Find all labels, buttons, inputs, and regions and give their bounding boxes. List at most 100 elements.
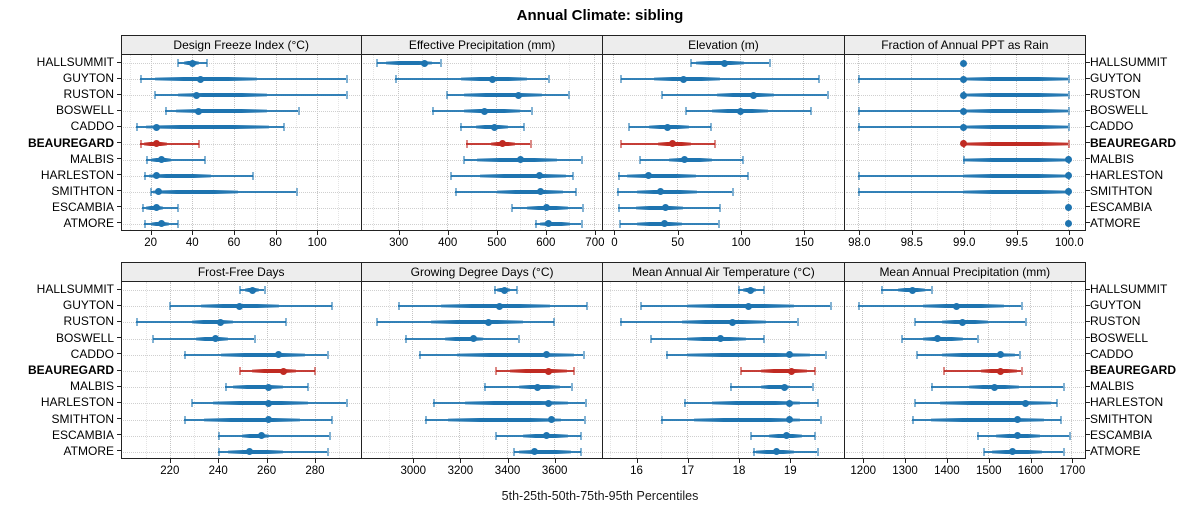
whisker-cap xyxy=(376,59,379,68)
axis-tick-label: 98.0 xyxy=(848,237,871,249)
row-tick-left xyxy=(116,206,121,208)
quartile-band xyxy=(177,93,268,98)
median-dot xyxy=(1021,399,1029,407)
whisker-cap xyxy=(1067,139,1070,148)
minor-gridline xyxy=(569,55,571,230)
station-label-right: SMITHTON xyxy=(1090,411,1153,426)
quartile-band xyxy=(963,157,1069,162)
axis-tick xyxy=(496,231,498,235)
major-gridline xyxy=(803,55,805,230)
quartile-band xyxy=(465,401,568,406)
median-dot xyxy=(543,204,551,212)
major-gridline xyxy=(233,55,235,230)
axis-tick xyxy=(905,459,907,463)
axis-tick xyxy=(507,459,509,463)
whisker-cap xyxy=(729,383,732,392)
whisker-cap xyxy=(570,383,573,392)
station-label-left: RUSTON xyxy=(63,314,114,329)
station-label-left: SMITHTON xyxy=(51,411,114,426)
row-tick-left xyxy=(116,158,121,160)
whisker-cap xyxy=(145,155,148,164)
station-label-right: ESCAMBIA xyxy=(1090,427,1153,442)
trellis-panel: Frost-Free Days 220 240 260 280 xyxy=(120,262,362,485)
whisker-cap xyxy=(660,415,663,424)
axis-tick-label: 99.0 xyxy=(953,237,976,249)
whisker-cap xyxy=(1020,302,1023,311)
axis-tick xyxy=(614,231,616,235)
row-guideline xyxy=(362,223,602,225)
minor-gridline xyxy=(577,282,579,458)
whisker-cap xyxy=(224,383,227,392)
median-dot xyxy=(544,220,552,228)
median-dot xyxy=(498,140,506,147)
median-dot xyxy=(788,367,796,375)
median-dot xyxy=(773,448,780,456)
whisker-cap xyxy=(446,91,449,100)
station-label-right: BEAUREGARD xyxy=(1090,363,1177,377)
minor-gridline xyxy=(145,282,147,458)
row-tick-right xyxy=(1086,450,1090,452)
axis-tick-label: 1200 xyxy=(850,465,876,477)
whisker-cap xyxy=(575,187,578,196)
median-dot xyxy=(959,107,967,115)
percentile-range-line xyxy=(140,142,199,145)
median-dot xyxy=(1064,156,1072,164)
row-tick-right xyxy=(1086,304,1090,306)
whisker-cap xyxy=(814,431,817,440)
whisker-cap xyxy=(326,350,329,359)
quartile-band xyxy=(191,320,233,325)
median-dot xyxy=(908,286,916,294)
whisker-cap xyxy=(731,187,734,196)
whisker-cap xyxy=(911,415,914,424)
median-dot xyxy=(197,75,205,83)
major-gridline xyxy=(397,55,399,230)
row-tick-left xyxy=(116,450,121,452)
median-dot xyxy=(212,335,220,343)
whisker-cap xyxy=(1062,447,1065,456)
median-dot xyxy=(1064,188,1072,196)
whisker-cap xyxy=(857,107,860,116)
row-tick-left xyxy=(116,385,121,387)
median-dot xyxy=(679,75,687,83)
station-label-left: ATMORE xyxy=(63,215,114,230)
median-dot xyxy=(217,318,225,326)
trellis-panel: Design Freeze Index (°C) 20 40 60 80 100 xyxy=(120,35,362,257)
median-dot xyxy=(531,448,539,456)
station-label-right: BOSWELL xyxy=(1090,330,1149,345)
station-label-right: ATMORE xyxy=(1090,215,1141,230)
whisker-cap xyxy=(345,75,348,84)
minor-gridline xyxy=(482,282,484,458)
axis-tick-label: 40 xyxy=(185,237,199,249)
quartile-band xyxy=(681,320,767,325)
row-tick-right xyxy=(1086,142,1090,143)
whisker-cap xyxy=(710,123,713,132)
whisker-cap xyxy=(152,334,155,343)
whisker-cap xyxy=(567,91,570,100)
row-guideline xyxy=(122,63,360,65)
station-label-left: SMITHTON xyxy=(51,183,114,198)
station-label-right: BOSWELL xyxy=(1090,103,1149,118)
whisker-cap xyxy=(177,59,180,68)
axis-tick xyxy=(741,231,743,235)
whisker-cap xyxy=(530,107,533,116)
whisker-cap xyxy=(198,139,201,148)
row-guideline xyxy=(604,207,843,209)
figure-title: Annual Climate: sibling xyxy=(516,7,684,24)
quartile-band xyxy=(939,401,1051,406)
panel-plot xyxy=(120,54,362,231)
whisker-cap xyxy=(523,123,526,132)
minor-gridline xyxy=(129,55,131,230)
axis-tick xyxy=(233,231,235,235)
whisker-cap xyxy=(283,123,286,132)
trellis-panel: Growing Degree Days (°C) 3000 3200 3400 3600 xyxy=(361,262,604,485)
quartile-band xyxy=(637,221,682,226)
whisker-cap xyxy=(177,219,180,228)
station-label-right: RUSTON xyxy=(1090,87,1141,102)
row-tick-right xyxy=(1086,206,1090,208)
axis-tick xyxy=(863,459,865,463)
quartile-band xyxy=(539,221,570,226)
major-gridline xyxy=(275,55,277,230)
axis-tick-label: 98.5 xyxy=(900,237,923,249)
median-dot xyxy=(280,367,287,375)
